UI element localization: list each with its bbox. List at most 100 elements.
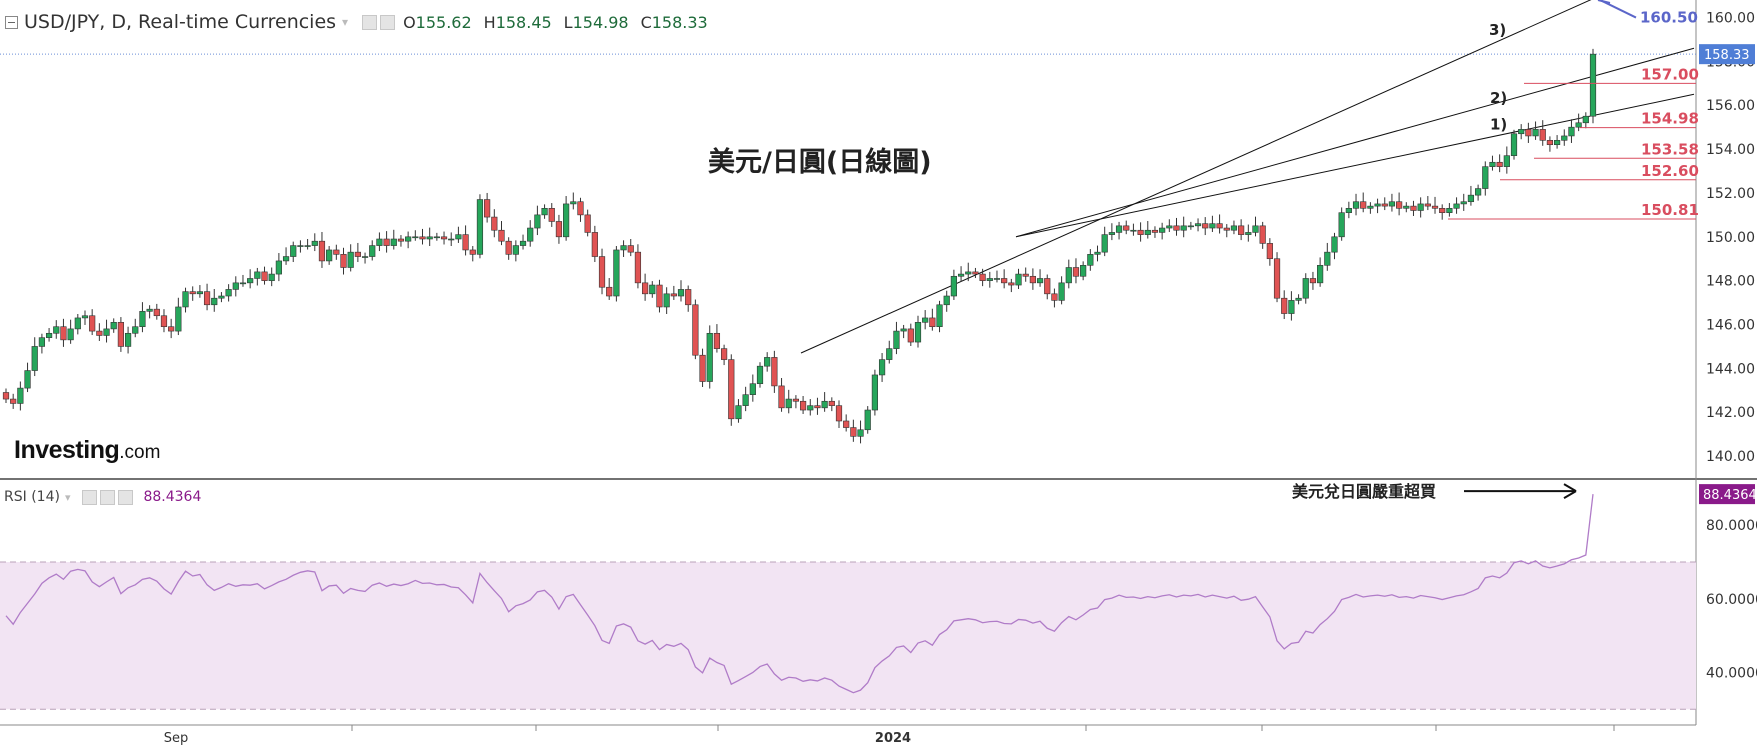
visibility-icon[interactable] — [82, 489, 98, 505]
candle-body — [1123, 225, 1130, 231]
candle-body — [347, 251, 354, 268]
candle-body — [936, 304, 943, 328]
last-price-tag — [1699, 44, 1755, 65]
candle-body — [182, 291, 189, 308]
candle-body — [1036, 278, 1044, 284]
candle-body — [1015, 273, 1022, 286]
candle-body — [1288, 300, 1295, 314]
gear-icon[interactable] — [100, 489, 116, 505]
candle-body — [1475, 188, 1482, 196]
candle-body — [649, 284, 656, 295]
candle-body — [1044, 278, 1051, 295]
price-tick-label: 144.00 — [1706, 361, 1755, 377]
visibility-icon[interactable] — [362, 14, 378, 30]
target-arrowhead — [1597, 0, 1611, 4]
candle-body — [570, 201, 577, 205]
trendline-label: 3) — [1489, 21, 1506, 39]
candle-body — [828, 400, 835, 406]
candle-body — [318, 240, 326, 262]
candle-body — [196, 291, 203, 295]
candle-body — [548, 208, 555, 222]
candle-body — [1008, 282, 1015, 286]
candle-body — [814, 405, 821, 409]
candle-body — [871, 374, 879, 411]
candle-body — [1087, 254, 1094, 266]
candle-body — [17, 387, 24, 404]
candle-body — [986, 278, 993, 281]
level-label: 157.00 — [1641, 65, 1699, 83]
candle-body — [45, 332, 53, 338]
candle-body — [943, 295, 950, 306]
candle-body — [2, 392, 10, 400]
candle-body — [1503, 155, 1510, 167]
candle-body — [1159, 227, 1166, 233]
candle-body — [1238, 225, 1245, 235]
chart-title: 美元/日圓(日線圖) — [708, 147, 932, 178]
candle-body — [1001, 278, 1008, 284]
candle-body — [541, 208, 548, 216]
candle-body — [1360, 201, 1367, 209]
candle-body — [1575, 122, 1582, 128]
candle-body — [31, 346, 38, 371]
candle-body — [900, 328, 907, 332]
candle-body — [1482, 166, 1489, 189]
candle-body — [505, 240, 512, 255]
symbol-title[interactable]: USD/JPY, D, Real-time Currencies — [24, 11, 337, 33]
candle-body — [74, 317, 81, 330]
rsi-label[interactable]: RSI (14) — [4, 489, 60, 505]
candle-body — [139, 311, 146, 328]
candle-body — [405, 236, 412, 242]
high-label: H — [483, 12, 496, 32]
candle-body — [225, 289, 232, 297]
candle-body — [1072, 267, 1080, 277]
price-tick-label: 150.00 — [1706, 230, 1755, 246]
candle-body — [24, 370, 31, 389]
annotations: 1) 2) 3) 160.50 美元兌日圓嚴重超買 — [1292, 0, 1698, 501]
candle-body — [1151, 229, 1159, 233]
candle-body — [1187, 225, 1194, 228]
candle-body — [1439, 208, 1446, 213]
collapse-icon[interactable] — [5, 15, 18, 29]
candle-body — [591, 232, 598, 257]
candle-body — [1209, 223, 1216, 229]
price-tick-label: 154.00 — [1706, 142, 1755, 158]
candle-body — [1309, 278, 1317, 284]
candle-body — [792, 398, 800, 402]
candle-body — [799, 400, 807, 411]
candle-body — [1137, 229, 1144, 235]
chevron-down-icon[interactable]: ▾ — [342, 15, 349, 29]
candle-body — [1431, 205, 1439, 209]
candles — [2, 48, 1597, 444]
candle-body — [1166, 225, 1173, 229]
candle-body — [96, 330, 103, 336]
candle-body — [577, 201, 584, 216]
open-value: 155.62 — [415, 12, 472, 32]
candle-body — [89, 315, 96, 332]
candle-body — [613, 249, 620, 297]
candle-body — [333, 249, 340, 255]
candle-body — [304, 245, 311, 247]
candle-body — [972, 271, 979, 275]
price-tick-label: 140.00 — [1706, 449, 1755, 465]
candle-body — [1553, 140, 1561, 146]
candle-body — [1317, 265, 1324, 284]
candle-body — [1589, 53, 1597, 117]
chart-header: USD/JPY, D, Real-time Currencies ▾ O 155… — [0, 9, 708, 35]
candle-body — [211, 297, 218, 306]
candle-body — [110, 322, 117, 330]
close-icon[interactable] — [118, 489, 134, 505]
candle-body — [1388, 201, 1396, 207]
candle-body — [1058, 282, 1065, 301]
candle-body — [103, 328, 110, 336]
time-tick-label: 2024 — [875, 731, 911, 746]
gear-icon[interactable] — [380, 14, 396, 30]
chevron-down-icon[interactable]: ▾ — [64, 490, 71, 504]
axes: 160.00158.00156.00154.00152.00150.00148.… — [164, 11, 1757, 746]
candle-body — [1546, 140, 1554, 146]
low-value: 154.98 — [572, 12, 629, 32]
candle-body — [60, 326, 67, 341]
high-value: 158.45 — [495, 12, 552, 32]
candle-body — [771, 357, 778, 387]
candle-body — [656, 284, 663, 308]
